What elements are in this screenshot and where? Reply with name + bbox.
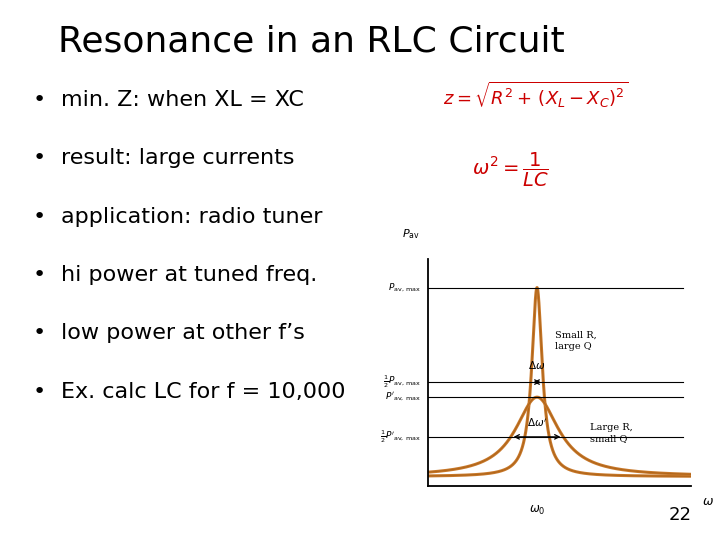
Text: $P'_{\mathrm{av,\,max}}$: $P'_{\mathrm{av,\,max}}$ — [385, 391, 420, 403]
Text: Resonance in an RLC Circuit: Resonance in an RLC Circuit — [58, 24, 564, 58]
Text: •: • — [33, 148, 46, 168]
Text: $\frac{1}{2}P_{\mathrm{av,\,max}}$: $\frac{1}{2}P_{\mathrm{av,\,max}}$ — [382, 374, 420, 390]
Text: Small R,
large Q: Small R, large Q — [554, 330, 596, 350]
Text: low power at other f’s: low power at other f’s — [61, 323, 305, 343]
Text: Ex. calc LC for f = 10,000: Ex. calc LC for f = 10,000 — [61, 381, 346, 402]
Text: $P_{\mathrm{av}}$: $P_{\mathrm{av}}$ — [402, 227, 420, 241]
Text: $P_{\mathrm{av,\,max}}$: $P_{\mathrm{av,\,max}}$ — [387, 281, 420, 294]
Text: 22: 22 — [668, 506, 691, 524]
Text: •: • — [33, 90, 46, 110]
Text: Large R,
small Q: Large R, small Q — [590, 423, 632, 443]
Text: min. Z: when XL = XC: min. Z: when XL = XC — [61, 90, 304, 110]
Text: $\frac{1}{2}P'_{\mathrm{av,\,max}}$: $\frac{1}{2}P'_{\mathrm{av,\,max}}$ — [379, 429, 420, 445]
Text: $\omega_0$: $\omega_0$ — [528, 504, 545, 517]
Text: $\omega$: $\omega$ — [702, 495, 714, 508]
Text: $\omega^2 = \dfrac{1}{LC}$: $\omega^2 = \dfrac{1}{LC}$ — [472, 151, 549, 189]
Text: $\Delta\omega'$: $\Delta\omega'$ — [527, 417, 547, 429]
Text: •: • — [33, 206, 46, 227]
Text: result: large currents: result: large currents — [61, 148, 294, 168]
Text: application: radio tuner: application: radio tuner — [61, 206, 323, 227]
Text: hi power at tuned freq.: hi power at tuned freq. — [61, 265, 318, 285]
Text: •: • — [33, 323, 46, 343]
Text: •: • — [33, 265, 46, 285]
Text: $z = \sqrt{R^2 + \,(X_L - X_C)^2}$: $z = \sqrt{R^2 + \,(X_L - X_C)^2}$ — [443, 79, 629, 110]
Text: $\Delta\omega$: $\Delta\omega$ — [528, 359, 546, 371]
Text: •: • — [33, 381, 46, 402]
